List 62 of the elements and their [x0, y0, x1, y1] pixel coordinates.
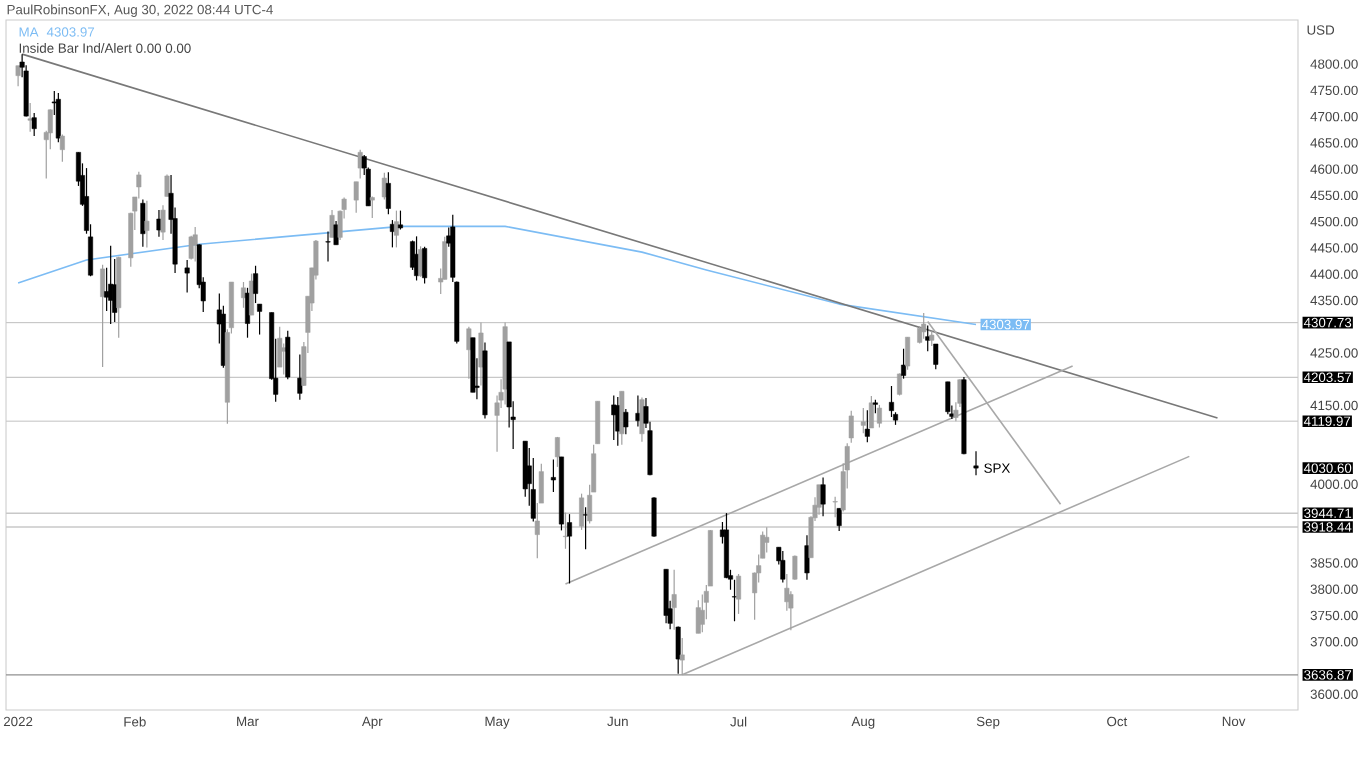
candlestick	[583, 506, 589, 550]
candlestick	[611, 394, 617, 441]
candlestick	[27, 102, 33, 133]
candlestick	[164, 173, 170, 198]
candlestick	[836, 507, 842, 532]
candlestick	[15, 65, 21, 87]
candlestick	[933, 343, 939, 370]
candlestick	[820, 476, 826, 517]
candlestick	[84, 167, 89, 235]
candlestick	[864, 409, 870, 443]
candlestick	[860, 407, 866, 434]
candlestick	[792, 555, 798, 581]
candlestick	[353, 181, 359, 214]
candlestick	[140, 199, 146, 248]
candlestick	[945, 381, 951, 415]
candlestick	[184, 259, 190, 294]
candlestick	[393, 210, 399, 248]
candlestick	[257, 303, 263, 336]
candlestick	[554, 436, 560, 468]
candlestick	[780, 550, 786, 583]
candlestick	[333, 220, 339, 246]
candlestick	[55, 92, 61, 143]
candlestick	[285, 330, 291, 380]
candlestick	[901, 348, 907, 380]
candlestick	[381, 172, 387, 201]
candlestick	[241, 281, 246, 309]
candlestick	[281, 342, 287, 376]
candlestick	[297, 353, 303, 401]
candlestick	[889, 385, 894, 418]
candlestick	[422, 246, 428, 285]
candlestick	[579, 493, 585, 531]
candlestick	[699, 593, 705, 633]
candlestick	[156, 209, 162, 238]
candlestick	[59, 133, 65, 163]
candlestick	[253, 265, 259, 304]
candlestick	[369, 195, 375, 219]
candlestick	[277, 326, 283, 368]
candlestick	[651, 496, 657, 538]
candlestick	[466, 326, 472, 380]
candlestick	[31, 112, 37, 137]
candlestick	[973, 450, 979, 476]
candlestick	[249, 273, 255, 316]
candlestick	[478, 321, 484, 387]
candlestick	[144, 200, 150, 248]
candlestick	[385, 171, 391, 215]
candlestick	[905, 336, 911, 371]
candlestick	[663, 568, 669, 624]
candlestick	[397, 210, 403, 231]
candlestick	[619, 390, 625, 446]
candlestick	[804, 534, 810, 581]
candlestick	[623, 408, 629, 435]
candlestick	[329, 209, 335, 238]
candlestick	[848, 410, 854, 444]
candlestick	[876, 404, 882, 429]
candlestick	[643, 397, 649, 429]
candlestick	[695, 599, 701, 634]
candlestick	[301, 341, 307, 387]
candlestick	[100, 264, 106, 368]
candlestick	[325, 231, 331, 263]
candlestick	[764, 526, 770, 554]
candlestick	[595, 400, 601, 445]
candlestick	[736, 573, 742, 615]
